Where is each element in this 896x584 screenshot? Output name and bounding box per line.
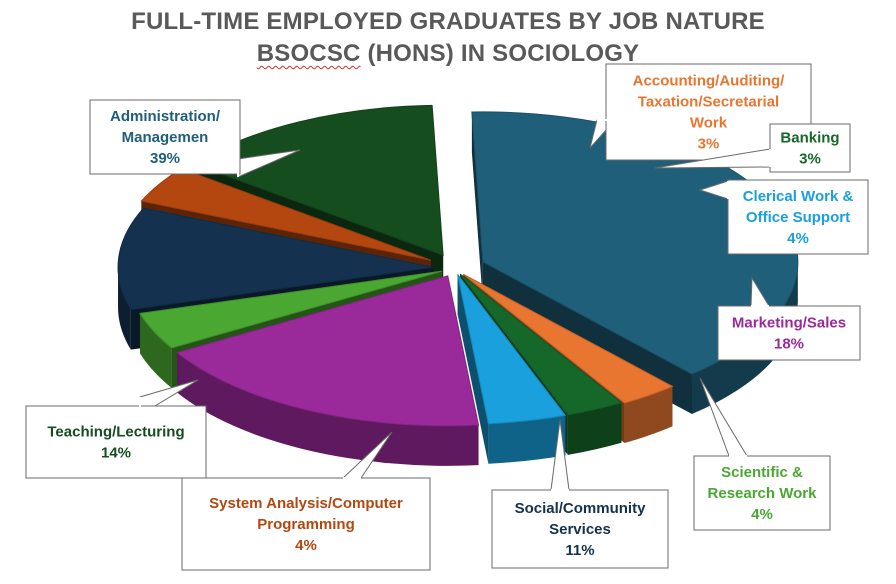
slice-callout: Scientific & Research Work 4% [693,377,831,531]
slice-percent-label: 3% [799,151,821,168]
slice-percent-label: 3% [698,136,720,153]
slice-callout: Marketing/Sales 18% [717,276,861,361]
slice-category-label: Taxation/Secretarial [638,94,779,111]
slice-category-label: Programming [257,516,355,533]
chart-title-line-1: FULL-TIME EMPLOYED GRADUATES BY JOB NATU… [131,8,765,35]
slice-callout: Banking 3% [654,123,851,173]
slice-category-label: Social/Community [515,500,647,517]
slice-category-label: Managemen [122,129,209,146]
slice-percent-label: 11% [565,542,594,559]
slice-category-label: Scientific & [721,464,803,481]
pie-slice [176,275,480,466]
chart-title-line-2: BSOCSC (HONS) IN SOCIOLOGY [0,40,896,68]
spellcheck-marked-word: BSOCSC [256,40,361,67]
slice-callout: Clerical Work & Office Support 4% [698,179,869,255]
slice-percent-label: 14% [101,445,131,462]
slice-percent-label: 4% [751,506,773,523]
slice-percent-label: 4% [787,230,809,247]
slice-category-label: Services [549,521,611,538]
slice-category-label: Banking [780,130,839,147]
slice-percent-label: 18% [774,336,804,353]
slice-category-label: Administration/ [110,108,221,125]
slice-category-label: Work [690,115,728,132]
slice-percent-label: 39% [150,150,180,167]
slice-callout: Social/Community Services 11% [491,419,669,569]
pie-slice [457,274,567,464]
slice-callout: System Analysis/Computer Programming 4% [181,431,431,571]
slice-category-label: Clerical Work & [743,188,854,205]
slice-category-label: Accounting/Auditing/ [633,73,785,90]
slice-callout: Teaching/Lecturing 14% [25,379,207,479]
title-line-2-rest: (HONS) IN SOCIOLOGY [360,40,640,67]
slice-category-label: System Analysis/Computer [209,495,403,512]
slice-category-label: Office Support [746,209,850,226]
slice-category-label: Teaching/Lecturing [47,424,184,441]
slice-percent-label: 4% [295,537,317,554]
slice-category-label: Research Work [708,485,818,502]
slice-category-label: Marketing/Sales [732,315,846,332]
slice-callout: Administration/Managemen 39% [89,99,301,178]
